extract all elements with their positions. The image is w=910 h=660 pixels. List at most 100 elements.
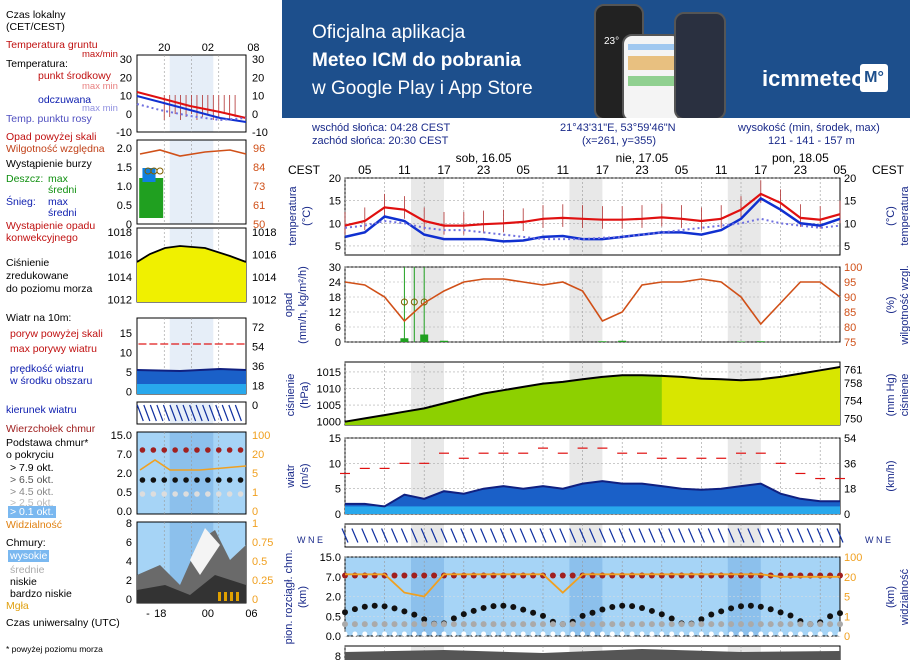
meteogram[interactable]: 05 11 17 23 05 11 17 23 05 11 17 23 05 CEST CEST sob, 1…	[282, 150, 910, 660]
legend-night-band	[169, 402, 214, 424]
cloud-base-dot-low	[688, 621, 695, 628]
temp-tick-left: 20	[329, 173, 341, 185]
legend-cloud-base-dot	[150, 477, 157, 483]
legend-clouds-tick: 8	[126, 518, 132, 530]
legend-rain-tick: 2.0	[117, 143, 132, 155]
cloud-base-dot	[777, 609, 784, 616]
legend-bottom-dash: -	[146, 608, 150, 620]
legend-gust-max: max porywy wiatru	[10, 343, 97, 355]
legend-humidity-tick: 61	[253, 200, 265, 212]
legend-cloud-base-dot-low	[183, 491, 189, 497]
cloud-base-dot-low	[698, 621, 705, 628]
cloud-base-dot-low	[530, 621, 537, 628]
cloud-base-dot-low	[470, 621, 477, 628]
hour-tick-label: 11	[557, 163, 570, 177]
cloud-base-dot	[599, 606, 606, 613]
legend-apparent: odczuwana	[38, 94, 92, 106]
visibility-line	[345, 573, 840, 598]
cloud-base-dot	[470, 607, 477, 614]
rain-bar	[737, 341, 745, 342]
wind-arrow	[410, 528, 418, 543]
cloud-base-dot-low	[619, 621, 626, 628]
wind-arrow	[747, 528, 755, 543]
cloud-base-dot-low	[431, 621, 438, 628]
cloud-base-dot-min	[441, 631, 447, 637]
legend-wind-arrow	[175, 404, 184, 422]
legend-fog: Mgła	[6, 600, 29, 612]
cloud-base-dot	[342, 609, 348, 616]
cloud-base-dot-low	[658, 621, 665, 628]
legend-wind-arrow	[215, 404, 223, 422]
cloud-base-dot-low	[747, 621, 754, 628]
cloud-top-dot	[391, 572, 398, 579]
pressure-mmhg-label: ciśnienie	[899, 374, 910, 417]
wind-arrow	[717, 528, 725, 543]
cloud-base-dot-low	[668, 621, 675, 628]
legend-temp-tick: 10	[120, 91, 132, 103]
wind-arrow	[499, 528, 507, 543]
clouds-tick-top: 8	[335, 651, 341, 660]
legend-rain-tick: 1.0	[117, 181, 132, 193]
cloud-top-dot	[411, 572, 418, 579]
cloud-base-dot	[401, 608, 408, 615]
legend-cloud-base-2: o pokryciu	[6, 449, 54, 461]
cloud-base-dot	[579, 612, 586, 619]
pressure-mmhg-unit: (mm Hg)	[885, 374, 897, 417]
cloud-top-dot	[559, 572, 566, 579]
legend-cloud-base-dot-low	[172, 491, 178, 497]
cloud-base-dot-min	[827, 631, 833, 637]
app-banner[interactable]: Oficjalna aplikacja Meteo ICM do pobrani…	[282, 0, 910, 118]
sunset-text: zachód słońca: 20:30 CEST	[312, 135, 449, 147]
cloud-base-dot-min	[580, 631, 586, 637]
cloud-base-dot	[619, 602, 626, 609]
legend-pressure-line	[136, 245, 247, 263]
legend-wind-kmh-tick: 0	[252, 400, 258, 412]
cloud-base-dot	[708, 611, 715, 618]
legend-visibility-tick: 1	[252, 487, 258, 499]
cloud-base-dot	[629, 603, 636, 610]
visibility-axis-unit: (km)	[885, 586, 897, 608]
meteo-badge-icon: M°	[860, 64, 888, 92]
cloud-base-dot-low	[678, 621, 685, 628]
legend-humidity-tick: 73	[253, 181, 265, 193]
rain-tick: 6	[335, 322, 341, 334]
legend-temperature: Temperatura:	[6, 58, 68, 70]
pressure-mmhg-tick: 750	[844, 413, 862, 425]
temperature-line	[344, 192, 841, 227]
wind-arrow	[836, 528, 844, 543]
rain-tick: 0	[335, 337, 341, 349]
cloud-base-dot	[757, 603, 764, 610]
cloud-base-dot-low	[708, 621, 715, 628]
legend-cloud-tick: 0.0	[117, 506, 132, 518]
cloud-top-dot	[401, 572, 408, 579]
legend-cloud-top: Wierzchołek chmur	[6, 423, 96, 435]
cloud-base-dot-min	[461, 631, 467, 637]
legend-cloud-base-dot-low	[139, 491, 146, 497]
cloud-base-dot-low	[599, 621, 606, 628]
temp-axis-unit-right: (°C)	[885, 206, 897, 226]
cloud-base-dot	[698, 616, 705, 623]
cloud-base-dot-min	[698, 631, 704, 637]
legend-snow: Śnieg:	[6, 196, 36, 208]
visibility-tick: 100	[844, 552, 862, 564]
legend-visibility-tick: 0	[252, 506, 258, 518]
wind-axis-label: wiatr	[285, 464, 297, 489]
legend-clouds-tick: 2	[126, 575, 132, 587]
cloud-base-dot-min	[689, 631, 694, 637]
legend-panel: 20 02 08 18 00 06-30 30 20 20 10 10 0 0 -10 -10 2.0 1.5 1…	[0, 0, 282, 660]
legend-wind-kmh-tick: 18	[252, 381, 264, 393]
cloud-base-dot-low	[401, 621, 408, 628]
rain-bar	[598, 341, 607, 342]
legend-wind-arrow	[149, 404, 157, 422]
legend-cloud-base: Podstawa chmur*	[6, 437, 89, 449]
wind-arrow	[796, 528, 804, 543]
legend-temp-tick-right: 0	[252, 109, 258, 121]
wind-tick: 15	[329, 433, 341, 445]
cloud-base-dot-min	[372, 631, 378, 637]
legend-high-clouds	[190, 528, 220, 575]
cloud-base-dot-low	[609, 621, 616, 628]
legend-pressure: Ciśnienie	[6, 257, 50, 269]
legend-pressure-tick: 1014	[108, 272, 132, 284]
cloud-base-dot	[490, 603, 497, 610]
temp-tick-right: 20	[844, 173, 856, 185]
